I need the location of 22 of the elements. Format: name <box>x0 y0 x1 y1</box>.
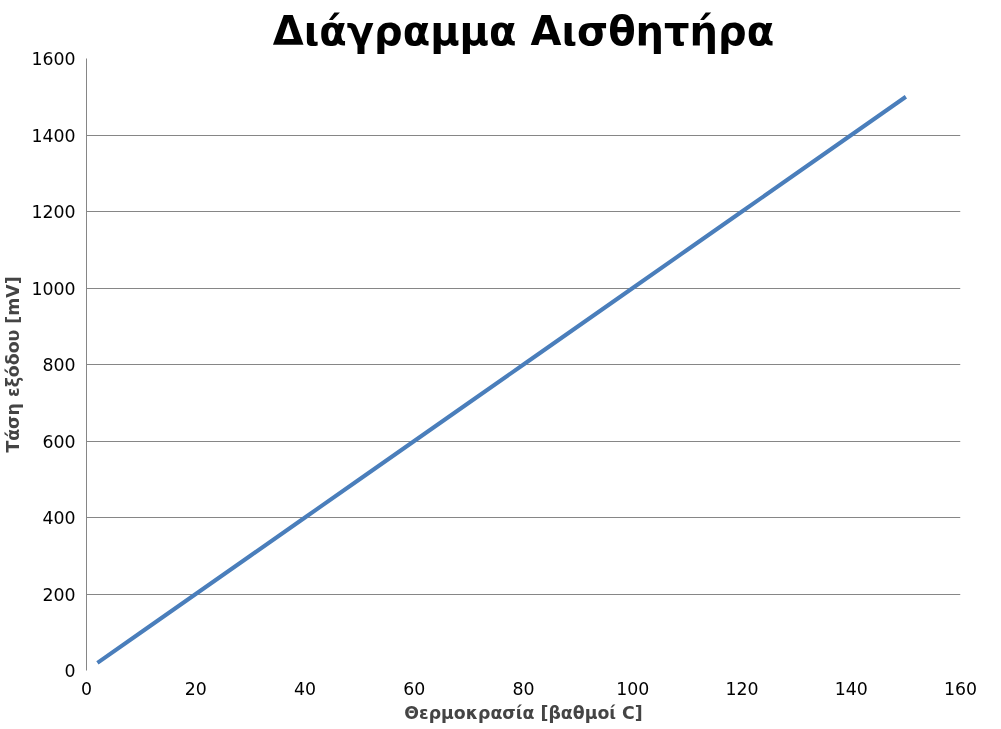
chart-title: Διάγραμμα Αισθητήρα <box>272 7 775 54</box>
y-axis-title: Τάση εξόδου [mV] <box>3 276 24 453</box>
y-tick-label: 1400 <box>31 125 76 146</box>
line-series <box>95 94 908 665</box>
x-tick-label: 60 <box>403 678 426 699</box>
y-tick-label: 1600 <box>31 49 76 69</box>
x-axis-title: Θερμοκρασία [βαθμοί C] <box>404 702 643 723</box>
x-tick-label: 100 <box>616 678 650 699</box>
y-tick-label: 400 <box>42 508 76 528</box>
x-tick-label: 40 <box>293 678 317 699</box>
x-tick-label: 0 <box>80 678 93 699</box>
x-tick-label: 120 <box>725 678 759 699</box>
x-tick-label: 80 <box>512 678 535 699</box>
y-tick-label: 200 <box>42 584 76 605</box>
x-tick-label: 160 <box>943 678 978 699</box>
y-tick-label: 800 <box>42 355 76 375</box>
y-tick-label: 0 <box>64 661 76 681</box>
x-tick-label: 20 <box>184 678 207 699</box>
x-tick-label: 140 <box>834 678 868 699</box>
y-tick-label: 1000 <box>31 278 76 299</box>
y-tick-label: 1200 <box>31 202 76 222</box>
y-tick-label: 600 <box>42 431 76 452</box>
